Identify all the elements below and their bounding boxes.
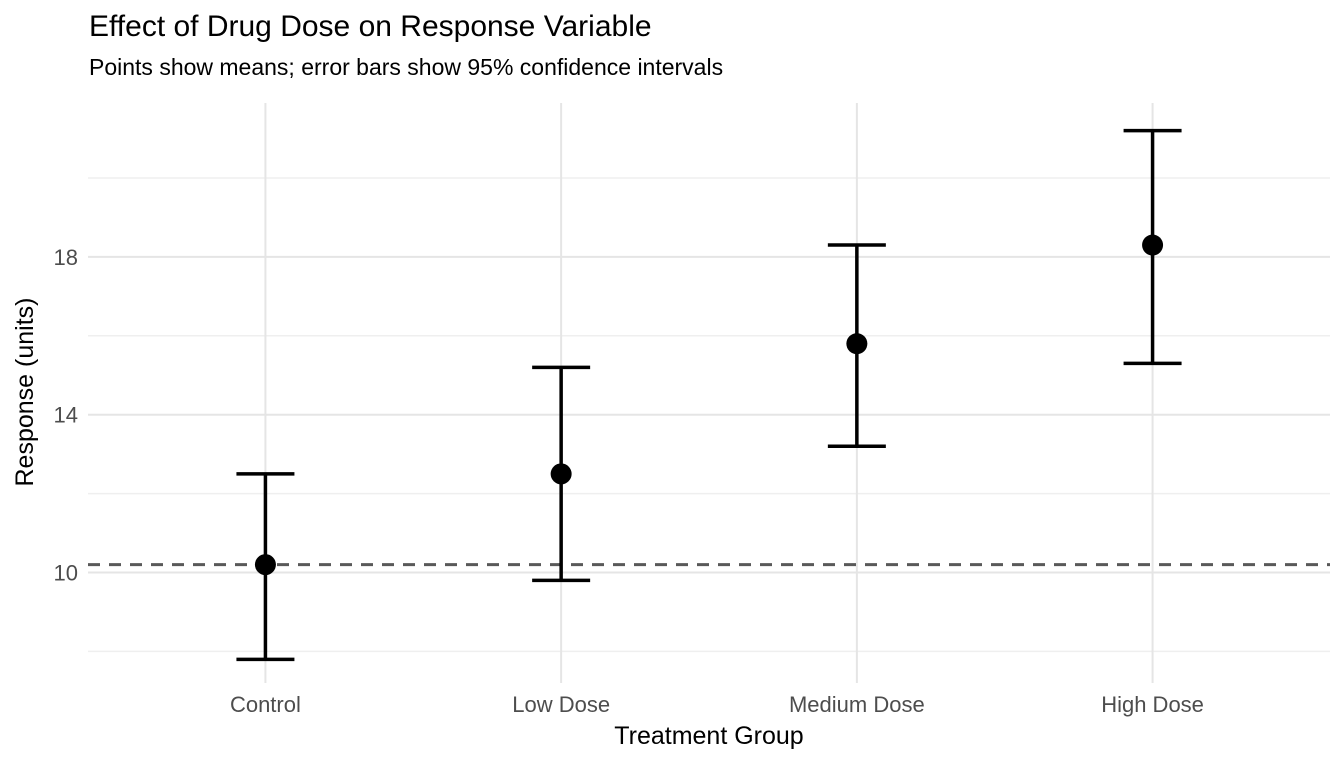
data-point bbox=[254, 554, 276, 576]
x-category-label: Medium Dose bbox=[789, 692, 925, 717]
x-category-label: Control bbox=[230, 692, 301, 717]
y-tick-label: 14 bbox=[54, 403, 78, 428]
chart-title: Effect of Drug Dose on Response Variable bbox=[89, 10, 652, 43]
x-category-label: Low Dose bbox=[512, 692, 610, 717]
x-category-label: High Dose bbox=[1101, 692, 1204, 717]
chart-subtitle: Points show means; error bars show 95% c… bbox=[89, 54, 724, 80]
data-point bbox=[1142, 234, 1164, 256]
y-tick-label: 18 bbox=[54, 245, 78, 270]
y-tick-label: 10 bbox=[54, 561, 78, 586]
x-axis-title: Treatment Group bbox=[614, 722, 804, 750]
y-axis-title: Response (units) bbox=[11, 297, 39, 487]
data-point bbox=[550, 463, 572, 485]
data-point bbox=[846, 333, 868, 355]
